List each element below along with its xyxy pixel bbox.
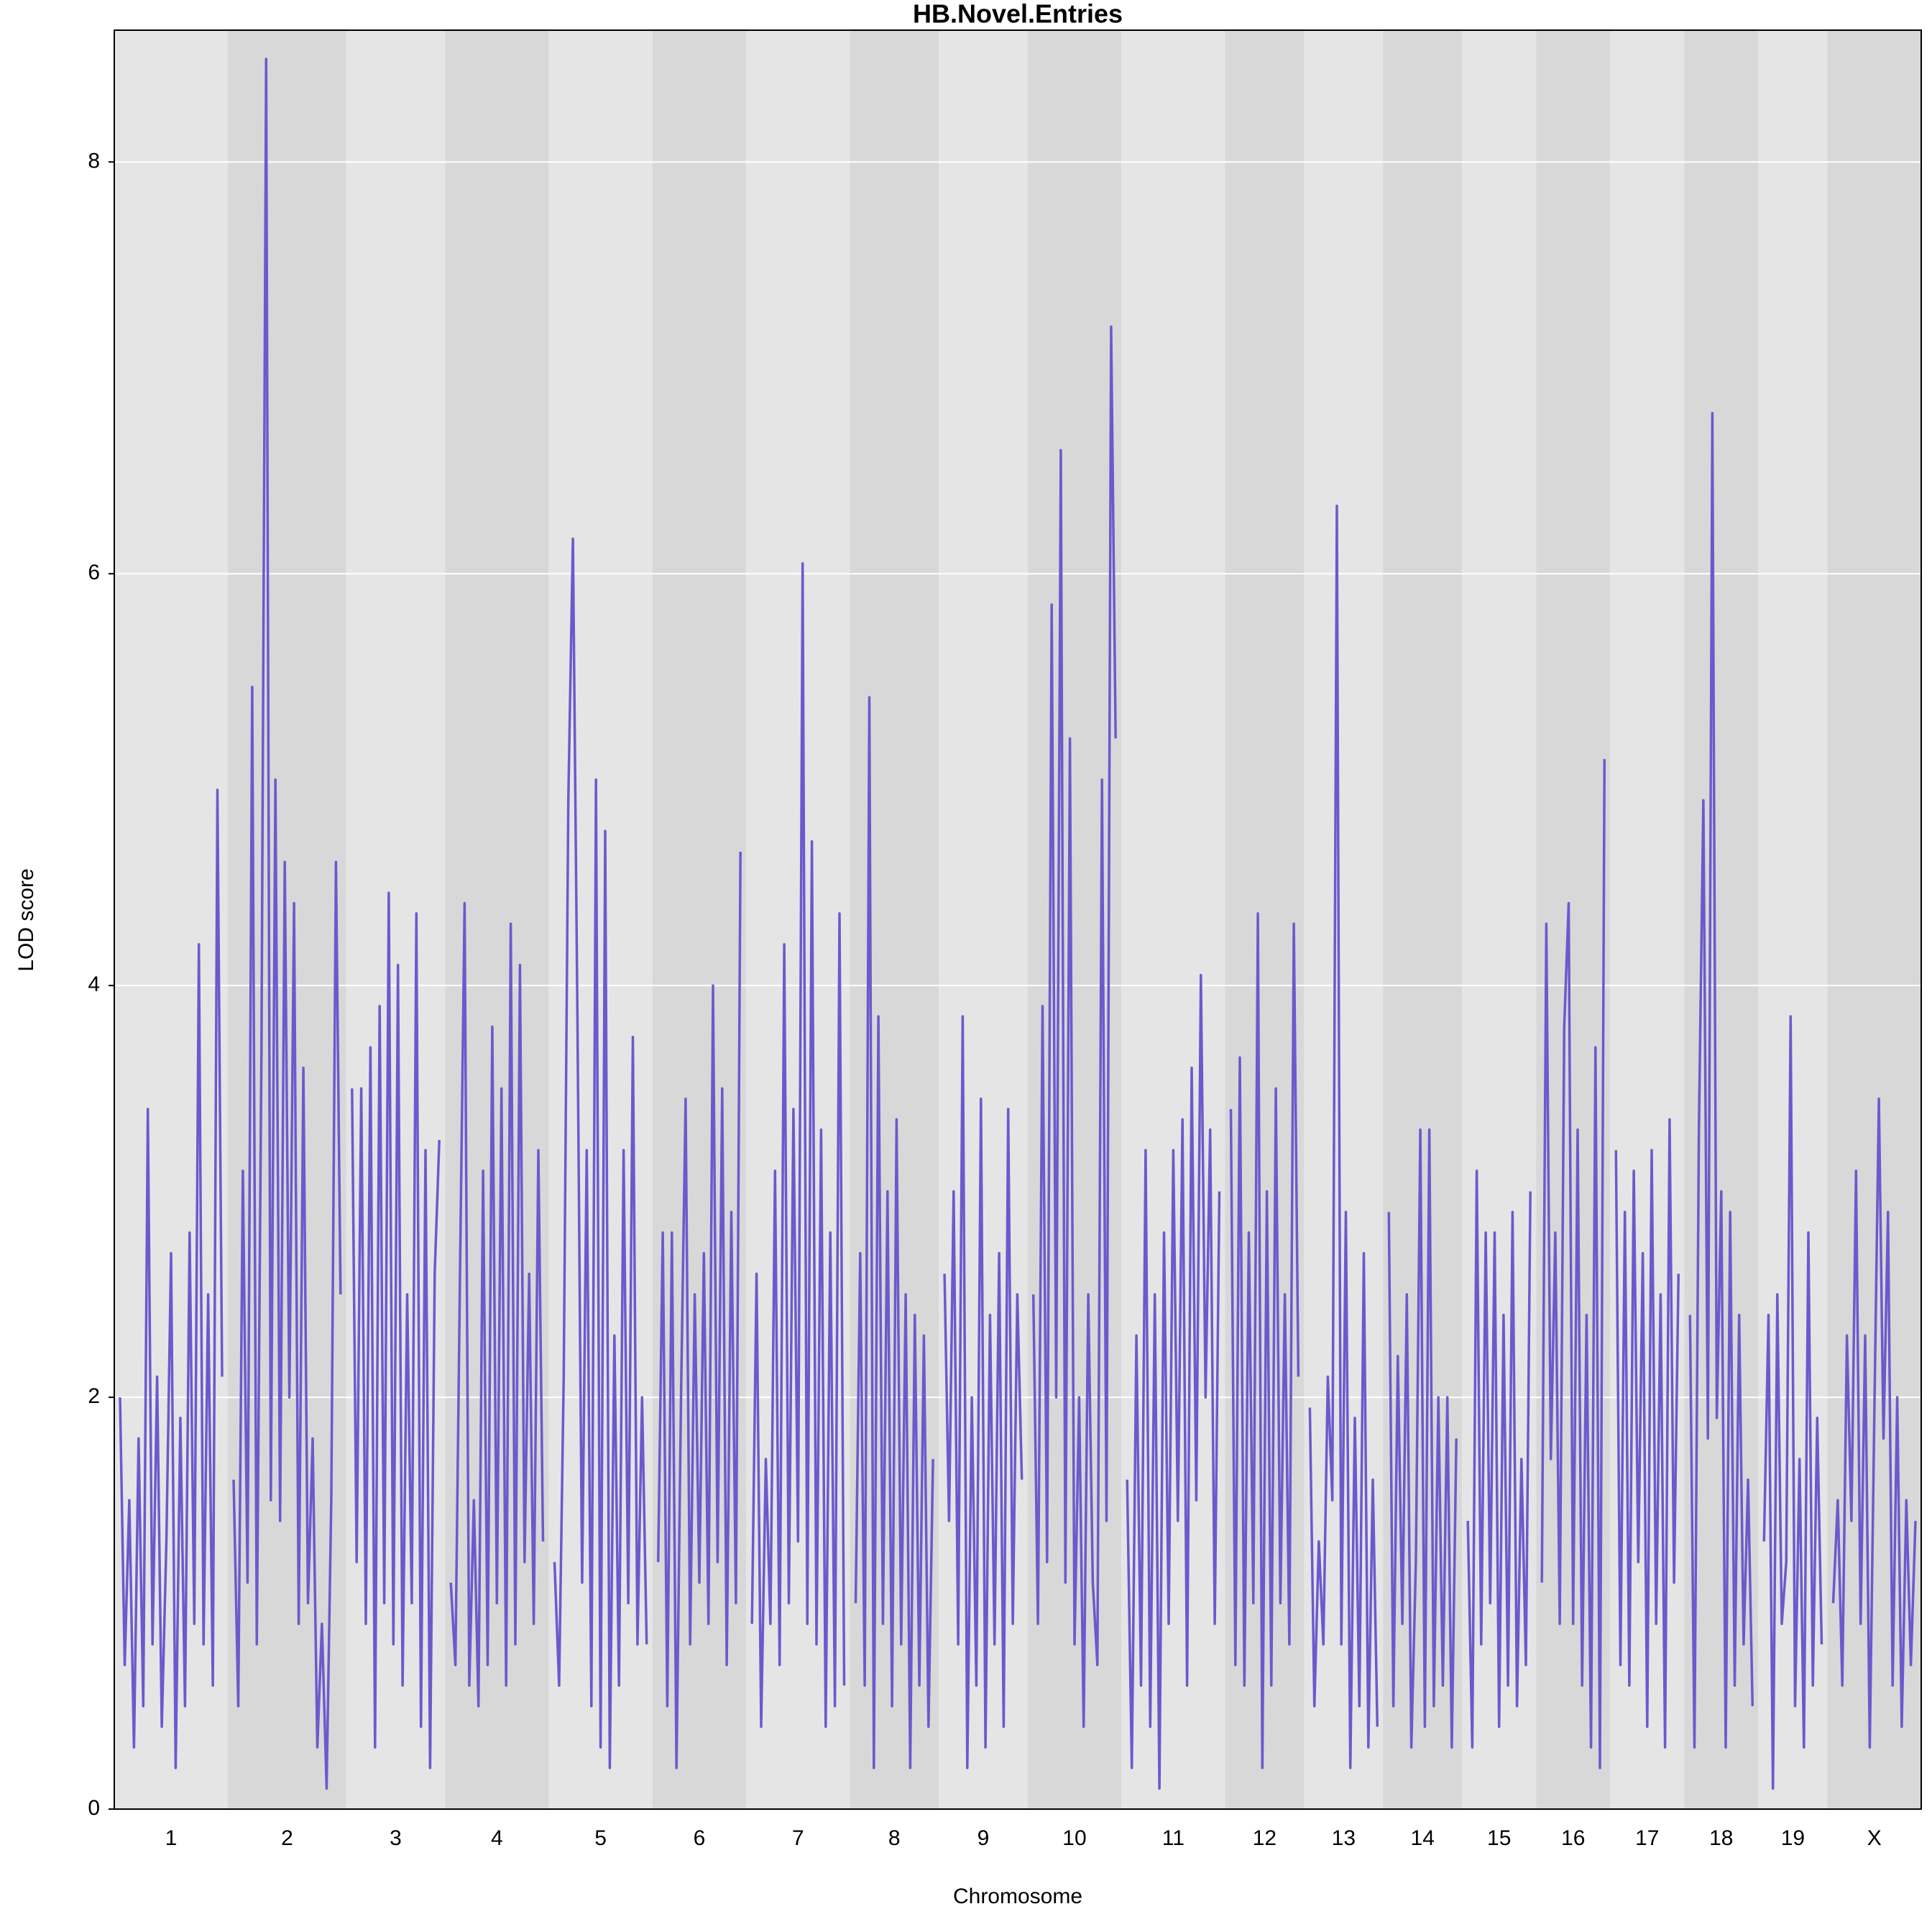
lod-line — [1762, 1015, 1823, 1790]
x-tick-label: 18 — [1709, 1826, 1733, 1850]
lod-line — [119, 788, 224, 1770]
lod-lines — [119, 58, 1917, 1790]
y-tick-label: 8 — [88, 149, 100, 172]
x-tick-label: 4 — [491, 1826, 503, 1850]
x-tick-label: 10 — [1062, 1826, 1086, 1850]
lod-line — [1688, 412, 1754, 1749]
x-tick-label: 19 — [1781, 1826, 1805, 1850]
x-tick-label: X — [1867, 1826, 1882, 1850]
x-tick-label: 14 — [1411, 1826, 1435, 1850]
x-tick-label: 1 — [165, 1826, 178, 1850]
y-axis-label: LOD score — [14, 868, 38, 971]
lod-line — [656, 851, 742, 1770]
lod-line — [1540, 759, 1606, 1770]
chromosome-band — [227, 30, 346, 1809]
lod-line — [1614, 1118, 1680, 1749]
lod-line — [1031, 325, 1117, 1729]
x-tick-label: 12 — [1253, 1826, 1276, 1850]
x-axis-label: Chromosome — [953, 1885, 1082, 1908]
lod-line — [854, 696, 934, 1770]
x-tick-label: 3 — [390, 1826, 402, 1850]
lod-line — [1387, 1128, 1458, 1749]
lod-line — [1831, 1097, 1917, 1749]
lod-line — [1466, 1169, 1532, 1749]
y-tick-label: 6 — [88, 561, 100, 584]
chromosome-band — [1121, 30, 1225, 1809]
chart-title: HB.Novel.Entries — [913, 0, 1123, 29]
x-tick-label: 16 — [1561, 1826, 1585, 1850]
x-tick-label: 5 — [594, 1826, 607, 1850]
lod-line — [1126, 974, 1221, 1790]
lod-line — [750, 562, 846, 1729]
x-tick-label: 13 — [1332, 1826, 1356, 1850]
x-tick-label: 17 — [1635, 1826, 1659, 1850]
lod-line — [553, 537, 648, 1770]
lod-line — [449, 901, 545, 1708]
lod-line — [351, 891, 441, 1770]
x-tick-label: 2 — [281, 1826, 293, 1850]
chromosome-band — [114, 30, 228, 1809]
x-tick-label: 9 — [978, 1826, 990, 1850]
y-tick-label: 0 — [88, 1796, 100, 1820]
x-tick-label: 8 — [888, 1826, 901, 1850]
x-tick-label: 7 — [792, 1826, 804, 1850]
lod-line — [1229, 912, 1300, 1770]
lod-line — [1308, 504, 1379, 1770]
plot-frame — [114, 29, 1922, 1810]
lod-line — [943, 1015, 1024, 1770]
y-tick-label: 4 — [88, 972, 100, 996]
y-tick-label: 2 — [88, 1384, 100, 1408]
x-tick-label: 11 — [1162, 1826, 1184, 1850]
x-tick-label: 15 — [1487, 1826, 1511, 1850]
x-tick-label: 6 — [694, 1826, 706, 1850]
lod-line — [232, 58, 342, 1790]
chromosome-band — [346, 30, 446, 1809]
